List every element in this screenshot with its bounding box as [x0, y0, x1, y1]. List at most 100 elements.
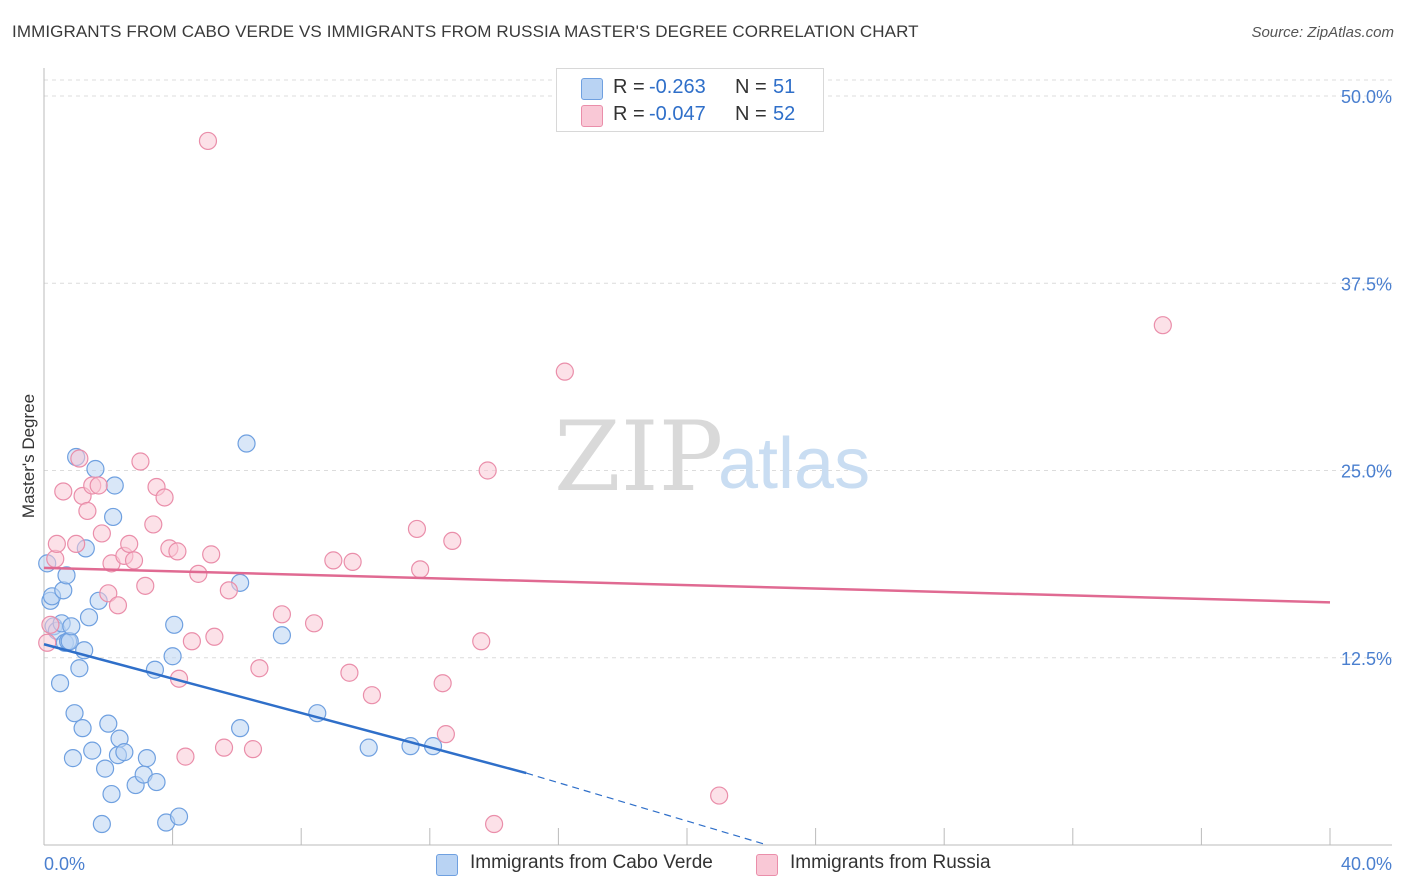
cabo-verde-point	[79, 608, 99, 627]
cabo-verde-point	[70, 659, 89, 678]
russia-point	[182, 632, 201, 651]
russia-point	[243, 740, 263, 759]
russia-point	[136, 576, 155, 595]
russia-point	[304, 614, 324, 633]
cabo-verde-trend-line	[43, 643, 527, 775]
russia-point	[70, 449, 89, 468]
cabo-verde-point	[169, 807, 189, 826]
cabo-verde-point	[54, 581, 73, 600]
russia-point	[219, 581, 238, 600]
legend-swatch-cabo-verde	[581, 78, 603, 100]
russia-point	[202, 545, 221, 564]
cabo-verde-point	[50, 674, 70, 693]
bottom-legend-swatch-cabo-verde	[436, 854, 458, 876]
y-tick-label: 12.5%	[1341, 649, 1392, 669]
cabo-verde-point	[86, 459, 105, 479]
stats-legend: R = -0.263 N = 51 R = -0.047 N = 52	[556, 68, 824, 132]
chart-title: IMMIGRANTS FROM CABO VERDE VS IMMIGRANTS…	[12, 22, 919, 41]
legend-r-value: -0.263	[649, 76, 706, 98]
russia-point	[89, 476, 108, 495]
grid-layer	[44, 79, 1392, 659]
bottom-legend-swatch-russia	[756, 854, 778, 876]
russia-point	[108, 596, 128, 615]
russia-point	[340, 663, 359, 682]
russia-point	[120, 534, 139, 554]
watermark-zip: ZIP	[554, 401, 723, 513]
cabo-verde-point	[73, 719, 92, 738]
y-tick-label: 50.0%	[1341, 87, 1392, 107]
labels-layer: 12.5% 25.0% 37.5% 50.0% 0.0% 40.0%	[44, 87, 1392, 874]
cabo-verde-point	[57, 566, 76, 585]
cabo-verde-point	[92, 814, 111, 834]
legend-r-label: R =	[613, 103, 645, 125]
cabo-verde-point	[62, 617, 81, 636]
russia-point	[710, 786, 729, 805]
cabo-verde-point	[63, 749, 83, 768]
cabo-verde-point	[272, 626, 292, 645]
russia-trend-line	[43, 566, 1331, 604]
cabo-verde-point	[163, 647, 182, 666]
russia-point	[78, 501, 97, 521]
cabo-verde-point	[237, 434, 256, 453]
russia-point	[41, 615, 60, 634]
cabo-verde-point	[115, 743, 134, 762]
trend-layer	[43, 566, 1331, 846]
russia-point	[198, 131, 218, 151]
legend-r-value: -0.047	[649, 103, 706, 125]
russia-point	[124, 551, 144, 570]
cabo-verde-point	[65, 704, 84, 723]
russia-point	[411, 560, 430, 579]
russia-point	[250, 659, 269, 678]
cabo-verde-point	[99, 714, 118, 733]
russia-point	[99, 584, 118, 603]
russia-point	[472, 632, 491, 651]
y-tick-label: 25.0%	[1341, 462, 1392, 482]
russia-point	[214, 738, 234, 757]
russia-point	[1153, 316, 1172, 335]
legend-swatch-russia	[581, 105, 603, 127]
legend-row-russia: R = -0.047 N = 52	[557, 101, 823, 129]
legend-r-label: R =	[613, 76, 645, 98]
russia-point	[131, 452, 150, 471]
russia-point	[485, 814, 504, 834]
russia-point	[189, 564, 208, 583]
legend-n-label: N =	[735, 103, 767, 125]
axes-layer	[43, 68, 1392, 846]
russia-point	[46, 549, 65, 568]
russia-point	[343, 552, 362, 571]
legend-n-value: 51	[773, 76, 796, 98]
legend-n-value: 52	[773, 103, 796, 125]
cabo-verde-point	[137, 749, 156, 768]
russia-point	[67, 534, 86, 554]
watermark-atlas: atlas	[718, 424, 870, 504]
cabo-verde-point	[147, 772, 166, 792]
bottom-legend-label-russia: Immigrants from Russia	[790, 852, 991, 873]
russia-point	[168, 542, 187, 561]
russia-point	[436, 725, 455, 744]
russia-point	[155, 488, 174, 507]
legend-row-cabo-verde: R = -0.263 N = 51	[557, 74, 823, 102]
x-tick-label: 40.0%	[1341, 854, 1392, 874]
russia-point	[272, 605, 292, 624]
y-tick-label: 37.5%	[1341, 274, 1392, 294]
source-label: Source: ZipAtlas.com	[1251, 24, 1394, 41]
russia-point	[54, 482, 73, 501]
russia-point	[433, 674, 452, 693]
russia-point	[555, 362, 574, 381]
cabo-verde-point	[359, 738, 378, 757]
russia-point	[176, 747, 195, 766]
cabo-verde-point	[231, 719, 250, 738]
russia-point	[478, 461, 497, 480]
cabo-verde-point	[102, 784, 121, 804]
cabo-verde-point	[95, 759, 115, 778]
russia-point	[407, 519, 427, 539]
russia-point	[362, 686, 382, 705]
cabo-verde-point	[165, 615, 184, 634]
watermark: ZIP atlas	[554, 401, 870, 513]
bottom-legend-label-cabo-verde: Immigrants from Cabo Verde	[470, 852, 713, 873]
russia-point	[324, 551, 343, 570]
russia-point	[205, 627, 224, 646]
russia-point	[144, 515, 163, 534]
cabo-verde-trend-extension	[526, 772, 768, 846]
